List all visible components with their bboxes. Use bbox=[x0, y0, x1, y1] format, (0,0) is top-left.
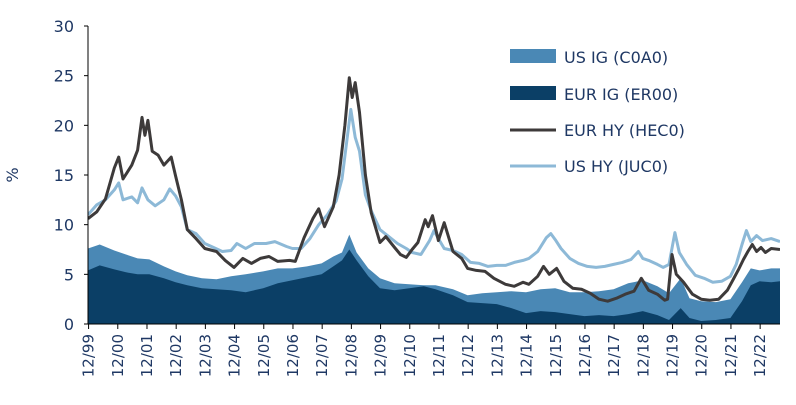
line-eur-hy-hec0- bbox=[88, 76, 780, 303]
x-tick-label: 12/20 bbox=[693, 334, 711, 377]
x-tick-label: 12/13 bbox=[488, 334, 506, 377]
y-tick-label: 15 bbox=[54, 166, 74, 185]
y-tick-label: 0 bbox=[64, 315, 74, 334]
x-tick-label: 12/14 bbox=[518, 334, 536, 377]
y-tick-label: 5 bbox=[64, 265, 74, 284]
y-tick-label: 10 bbox=[54, 216, 74, 235]
x-tick-label: 12/11 bbox=[430, 334, 448, 377]
area-eur-ig-er00- bbox=[88, 249, 780, 324]
legend-swatch bbox=[510, 86, 556, 100]
y-tick-label: 30 bbox=[54, 17, 74, 36]
x-tick-label: 12/19 bbox=[664, 334, 682, 377]
y-axis-label: % bbox=[3, 167, 22, 182]
legend-label: US IG (C0A0) bbox=[564, 48, 668, 67]
x-tick-label: 12/15 bbox=[547, 334, 565, 377]
x-tick-label: 12/02 bbox=[167, 334, 185, 377]
x-tick-label: 12/22 bbox=[751, 334, 769, 377]
x-tick-label: 12/08 bbox=[342, 334, 360, 377]
x-tick-label: 12/10 bbox=[401, 334, 419, 377]
x-tick-label: 12/09 bbox=[372, 334, 390, 377]
x-tick-label: 12/21 bbox=[722, 334, 740, 377]
x-tick-label: 12/01 bbox=[138, 334, 156, 377]
x-tick-label: 12/00 bbox=[109, 334, 127, 377]
y-tick-label: 20 bbox=[54, 116, 74, 135]
x-tick-label: 12/04 bbox=[226, 334, 244, 377]
x-tick-label: 12/12 bbox=[459, 334, 477, 377]
x-tick-label: 12/05 bbox=[255, 334, 273, 377]
x-tick-label: 12/07 bbox=[313, 334, 331, 377]
x-tick-label: 12/03 bbox=[196, 334, 214, 377]
y-axis-ticks: 0 5 10 15 20 25 30 bbox=[54, 17, 88, 334]
line-series-group bbox=[88, 76, 780, 303]
x-tick-label: 12/06 bbox=[284, 334, 302, 377]
legend-label: EUR HY (HEC0) bbox=[564, 121, 685, 140]
x-tick-label: 12/16 bbox=[576, 334, 594, 377]
legend-swatch bbox=[510, 49, 556, 63]
area-series-group bbox=[88, 234, 780, 324]
x-tick-label: 12/99 bbox=[80, 334, 98, 377]
legend: US IG (C0A0) EUR IG (ER00) EUR HY (HEC0) US… bbox=[510, 48, 685, 176]
legend-label: US HY (JUC0) bbox=[564, 157, 668, 176]
x-axis-ticks: 12/99 12/00 12/01 12/02 12/03 12/04 12/05 12/06… bbox=[80, 324, 769, 377]
legend-label: EUR IG (ER00) bbox=[564, 85, 678, 104]
x-tick-label: 12/17 bbox=[605, 334, 623, 377]
x-tick-label: 12/18 bbox=[634, 334, 652, 377]
y-tick-label: 25 bbox=[54, 67, 74, 86]
